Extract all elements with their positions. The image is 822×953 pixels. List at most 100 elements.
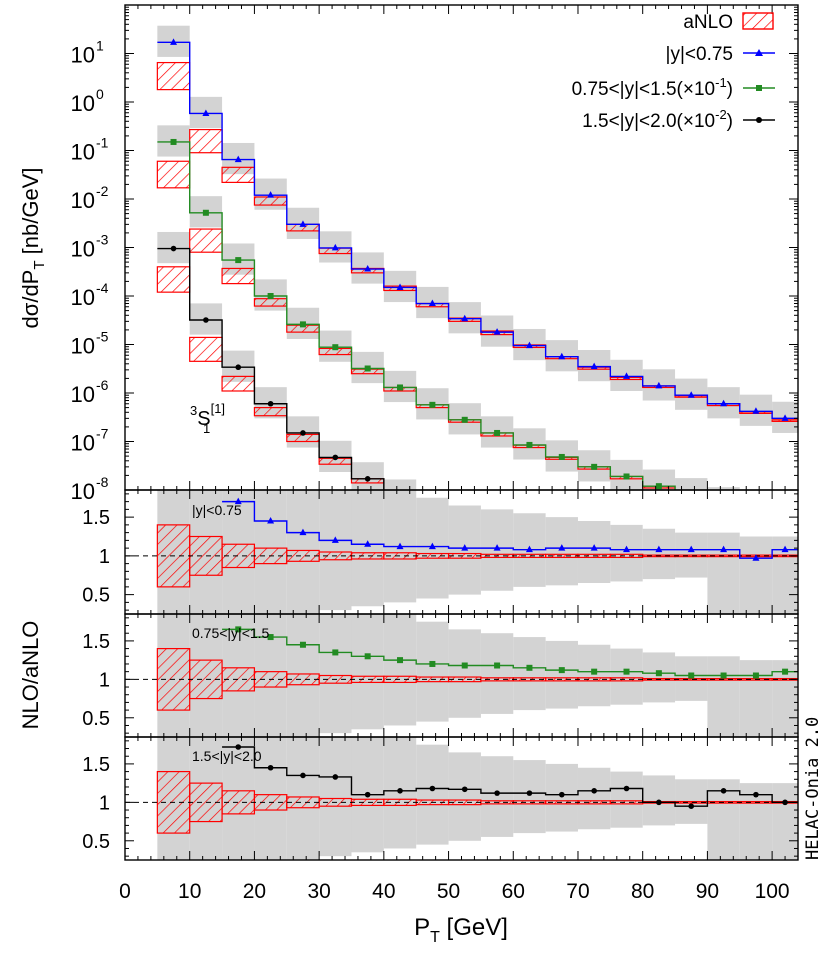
anlo-band-bin <box>740 512 772 514</box>
data-point-triangle <box>299 220 307 227</box>
anlo-band-bin <box>189 228 223 253</box>
anlo-band-bin <box>707 504 739 506</box>
data-point-square <box>299 321 306 328</box>
data-point-circle <box>688 803 695 809</box>
data-point-triangle <box>781 545 789 553</box>
x-tick-label: 80 <box>631 880 654 903</box>
data-point-circle <box>461 786 468 793</box>
ratio-panel-bands-2 <box>125 614 798 737</box>
y-tick-label: 10 <box>71 43 95 68</box>
anlo-band-bin <box>772 521 798 523</box>
ratio-scale-band-bin <box>416 744 449 845</box>
y-axis-title-top: dσ/dPT [nb/GeV] <box>18 168 48 329</box>
data-point-square <box>235 257 242 264</box>
nlo-scale-band-bin <box>740 496 772 527</box>
data-point-triangle <box>364 540 372 547</box>
y-tick-label-exponent: -8 <box>96 474 109 490</box>
x-tick-label: 60 <box>502 880 525 903</box>
data-point-square <box>267 634 274 641</box>
y-tick-label-exponent: -4 <box>96 280 109 296</box>
data-point-triangle <box>590 544 598 551</box>
anlo-band-bin <box>253 298 288 307</box>
y-tick-label-exponent: 1 <box>96 38 104 54</box>
ratio-scale-band-bin <box>642 528 676 580</box>
data-point-circle <box>364 476 371 482</box>
nlo-scale-band-bin <box>383 479 417 490</box>
data-point-triangle <box>720 545 728 553</box>
ratio-scale-band-bin <box>319 614 352 734</box>
data-point-triangle <box>396 542 404 550</box>
top-panel-lines <box>157 38 798 621</box>
nlo-scale-band-bin <box>707 487 740 490</box>
data-point-triangle <box>170 38 178 45</box>
data-point-circle <box>721 615 727 621</box>
data-point-triangle <box>493 544 501 551</box>
data-point-triangle <box>461 314 469 322</box>
ratio-scale-band-bin <box>642 652 676 703</box>
legend-marker-square <box>756 85 762 91</box>
x-tick-label: 100 <box>755 880 790 903</box>
data-point-triangle <box>590 362 598 370</box>
ratio-y-tick-label: 1.5 <box>82 754 110 776</box>
data-point-square <box>332 344 339 351</box>
ratio-panel-lines-1 <box>222 497 798 561</box>
data-point-triangle <box>781 414 789 421</box>
anlo-band-bin <box>740 627 772 629</box>
anlo-band-bin <box>221 375 256 392</box>
legend-swatch-anlo <box>742 12 774 30</box>
data-point-triangle <box>558 352 566 360</box>
ratio-scale-band-bin <box>545 517 578 586</box>
data-point-triangle <box>267 517 275 524</box>
y-tick-label: 10 <box>71 479 95 504</box>
data-point-square <box>655 670 662 677</box>
data-point-triangle <box>623 545 631 553</box>
data-point-triangle <box>525 545 533 553</box>
data-point-circle <box>332 454 339 461</box>
ratio-scale-band-bin <box>707 532 740 614</box>
ratio-scale-band-bin <box>545 640 578 709</box>
data-point-triangle <box>461 544 469 551</box>
data-point-square <box>526 664 533 671</box>
data-point-square <box>364 365 371 372</box>
data-point-circle <box>688 606 694 612</box>
x-tick-label: 10 <box>178 880 201 903</box>
anlo-band-bin <box>253 406 288 417</box>
data-point-triangle <box>299 528 307 536</box>
anlo-band-bin <box>675 609 707 611</box>
x-tick-label: 0 <box>119 880 131 903</box>
data-point-square <box>782 517 788 523</box>
ratio-scale-band-bin <box>513 637 546 711</box>
ratio-scale-band-bin <box>739 660 773 737</box>
y-tick-label-exponent: -5 <box>96 329 109 345</box>
legend: aNLO |y|<0.75 0.75<|y|<1.5(×10-1) 1.5<|y… <box>572 12 775 132</box>
anlo-band-bin <box>156 61 191 91</box>
x-tick-label: 40 <box>372 880 395 903</box>
data-point-square <box>267 293 274 299</box>
data-point-square <box>623 668 630 675</box>
ratio-line-3 <box>222 746 798 807</box>
legend-entry-anlo: aNLO <box>683 12 733 33</box>
ratio-scale-band-bin <box>577 521 611 583</box>
nlo-scale-band-bin <box>675 478 708 490</box>
ratio-scale-band-bin <box>513 760 546 834</box>
ratio-scale-band-bin <box>707 656 740 737</box>
anlo-band-bin <box>189 128 223 154</box>
ratio-scale-band-bin <box>480 756 514 837</box>
data-point-circle <box>753 791 759 798</box>
ratio-scale-band-bin <box>610 771 643 828</box>
data-point-circle <box>559 791 565 798</box>
data-point-circle <box>656 799 662 806</box>
anlo-band-bin <box>221 267 256 285</box>
ratio-y-tick-label: 0.5 <box>82 708 110 730</box>
data-point-square <box>235 626 242 633</box>
ratio-y-tick-label: 1 <box>99 669 110 691</box>
data-point-square <box>688 492 694 498</box>
ratio-y-tick-label: 0.5 <box>82 831 110 853</box>
y-axis-title-ratio: NLO/aNLO <box>18 621 43 730</box>
data-point-triangle <box>752 407 760 414</box>
ratio-y-tick-label: 1 <box>99 792 110 814</box>
data-point-circle <box>782 799 788 806</box>
data-point-triangle <box>234 155 242 163</box>
uncertainty-bands <box>125 25 798 860</box>
ratio-scale-band-bin <box>480 633 514 714</box>
